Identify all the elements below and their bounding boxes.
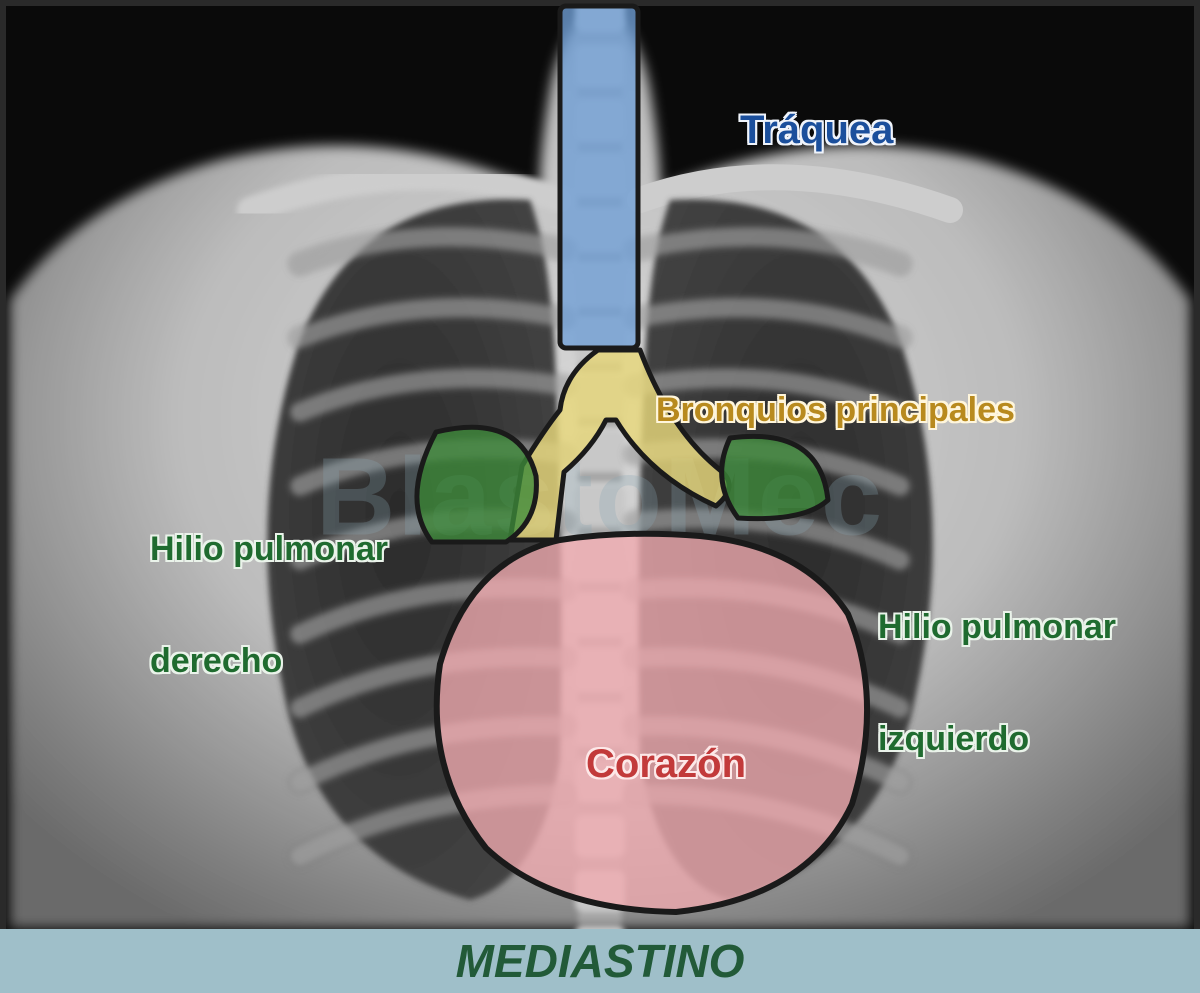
label-hilum-left: Hilio pulmonar izquierdo <box>878 534 1116 833</box>
label-heart: Corazón <box>586 742 746 786</box>
region-trachea <box>560 6 638 348</box>
label-hilum-right: Hilio pulmonar derecho <box>150 456 388 755</box>
diagram-stage: BlastoMec Tráquea Bronquios principales … <box>0 0 1200 993</box>
label-hilum-right-line1: Hilio pulmonar <box>150 531 388 568</box>
footer-title: MEDIASTINO <box>456 934 745 988</box>
label-bronchi: Bronquios principales <box>656 392 1015 429</box>
region-bronchi <box>510 350 729 540</box>
label-hilum-right-line2: derecho <box>150 643 388 680</box>
label-hilum-left-line2: izquierdo <box>878 721 1116 758</box>
region-hilum-right <box>417 427 536 542</box>
footer-banner: MEDIASTINO <box>0 929 1200 993</box>
region-heart <box>437 534 867 912</box>
label-hilum-left-line1: Hilio pulmonar <box>878 609 1116 646</box>
region-hilum-left <box>722 436 828 518</box>
label-trachea: Tráquea <box>740 108 893 152</box>
